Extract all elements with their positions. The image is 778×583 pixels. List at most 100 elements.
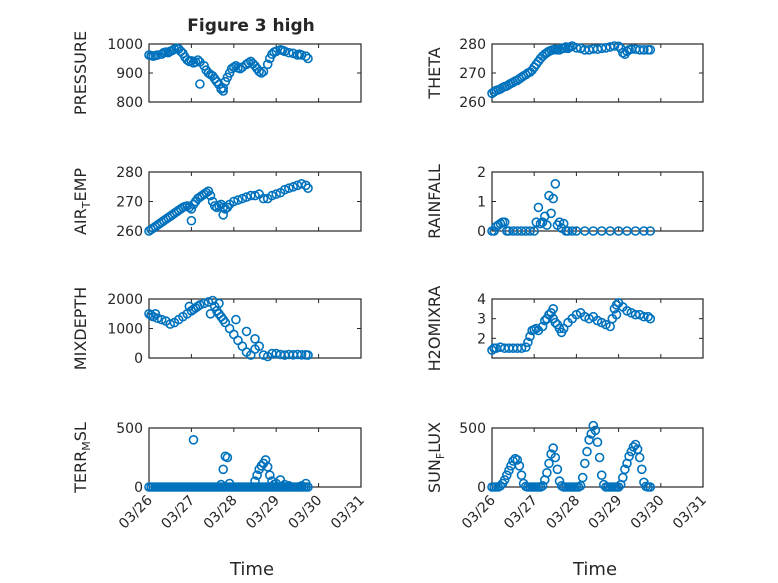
data-point xyxy=(258,193,269,204)
data-point xyxy=(636,464,647,475)
data-point xyxy=(611,309,622,320)
data-point xyxy=(284,183,294,193)
data-point xyxy=(205,308,216,319)
data-point xyxy=(520,342,531,353)
y-tick-label: 1000 xyxy=(107,37,143,53)
data-point xyxy=(165,319,175,329)
data-point xyxy=(188,434,199,445)
data-point xyxy=(296,349,307,360)
data-point xyxy=(222,452,233,463)
subplot-rainfall: 0 1 2 RAINFALL xyxy=(425,164,704,240)
axes-frame xyxy=(491,298,704,359)
data-point xyxy=(301,478,311,489)
data-point xyxy=(499,217,510,227)
data-point xyxy=(284,480,294,491)
data-point xyxy=(645,226,656,236)
data-point xyxy=(554,217,565,227)
data-point xyxy=(199,298,209,309)
y-tick-label: 2 xyxy=(477,331,486,347)
data-point xyxy=(548,443,559,453)
y-tick-label: 500 xyxy=(116,421,143,437)
data-point xyxy=(567,226,578,236)
data-point xyxy=(512,455,523,465)
data-point xyxy=(544,458,554,469)
y-axis-label: PRESSURE xyxy=(71,31,90,115)
data-point xyxy=(184,301,195,312)
axes-frame xyxy=(148,171,362,232)
y-tick-label: 0 xyxy=(134,351,143,367)
data-point xyxy=(195,79,205,89)
data-point xyxy=(550,179,561,189)
subplot-pressure: 800 900 1000 PRESSURE xyxy=(71,31,362,115)
data-point xyxy=(516,343,527,354)
data-point xyxy=(254,66,265,77)
subplot-air-temp: 260 270 280 AIRTEMP xyxy=(71,165,362,240)
data-point xyxy=(577,472,588,483)
data-point xyxy=(542,467,552,478)
data-point xyxy=(620,464,630,475)
data-point xyxy=(233,195,243,205)
data-point xyxy=(552,464,563,475)
data-point xyxy=(535,218,546,229)
data-point xyxy=(639,311,649,322)
data-point xyxy=(258,66,269,77)
data-point xyxy=(235,63,245,74)
data-point xyxy=(279,46,290,57)
y-tick-label: 500 xyxy=(459,421,486,437)
data-point xyxy=(152,313,163,324)
data-point xyxy=(514,460,525,471)
data-point xyxy=(296,179,307,189)
data-point xyxy=(624,451,634,462)
data-point xyxy=(590,425,601,436)
data-point xyxy=(643,311,653,322)
data-point xyxy=(203,297,214,307)
data-point xyxy=(630,439,641,450)
data-point xyxy=(218,210,228,220)
data-point xyxy=(231,314,241,325)
data-point xyxy=(645,44,656,55)
y-axis-label: THETA xyxy=(425,47,444,99)
data-point xyxy=(214,298,224,309)
data-point xyxy=(250,333,260,344)
y-tick-label: 2 xyxy=(477,165,486,181)
data-point xyxy=(525,226,535,236)
y-axis-label: MIXDEPTH xyxy=(71,287,90,370)
data-point xyxy=(499,475,510,485)
data-point xyxy=(229,196,239,207)
y-tick-label: 900 xyxy=(116,66,143,82)
y-tick-label: 0 xyxy=(477,480,486,496)
data-point xyxy=(537,480,548,491)
data-point xyxy=(525,331,535,342)
data-point xyxy=(584,434,594,445)
data-point xyxy=(279,184,290,195)
data-point xyxy=(531,323,542,334)
y-tick-label: 270 xyxy=(459,66,486,82)
data-point xyxy=(195,300,205,310)
data-point xyxy=(152,50,163,60)
y-axis-label: TERRMSL xyxy=(71,422,93,494)
data-point xyxy=(303,53,313,64)
axes-frame xyxy=(148,298,362,359)
data-point xyxy=(645,482,656,492)
data-point xyxy=(531,217,542,227)
data-point xyxy=(218,86,228,96)
y-tick-label: 270 xyxy=(116,195,143,211)
data-point xyxy=(241,326,252,337)
data-point xyxy=(205,190,216,201)
data-point xyxy=(156,314,167,325)
data-point xyxy=(533,202,544,213)
data-point xyxy=(216,479,226,490)
data-point xyxy=(504,465,514,476)
data-point xyxy=(601,42,611,53)
data-point xyxy=(186,204,197,214)
y-tick-label: 280 xyxy=(116,165,143,181)
data-point xyxy=(537,321,548,332)
data-point xyxy=(594,452,605,463)
y-tick-label: 800 xyxy=(116,95,143,111)
data-point xyxy=(250,190,260,201)
data-point xyxy=(301,51,311,62)
y-tick-label: 280 xyxy=(459,37,486,53)
data-point xyxy=(254,341,265,352)
subplot-theta: 260 270 280 THETA xyxy=(425,37,704,111)
data-point xyxy=(550,452,561,463)
